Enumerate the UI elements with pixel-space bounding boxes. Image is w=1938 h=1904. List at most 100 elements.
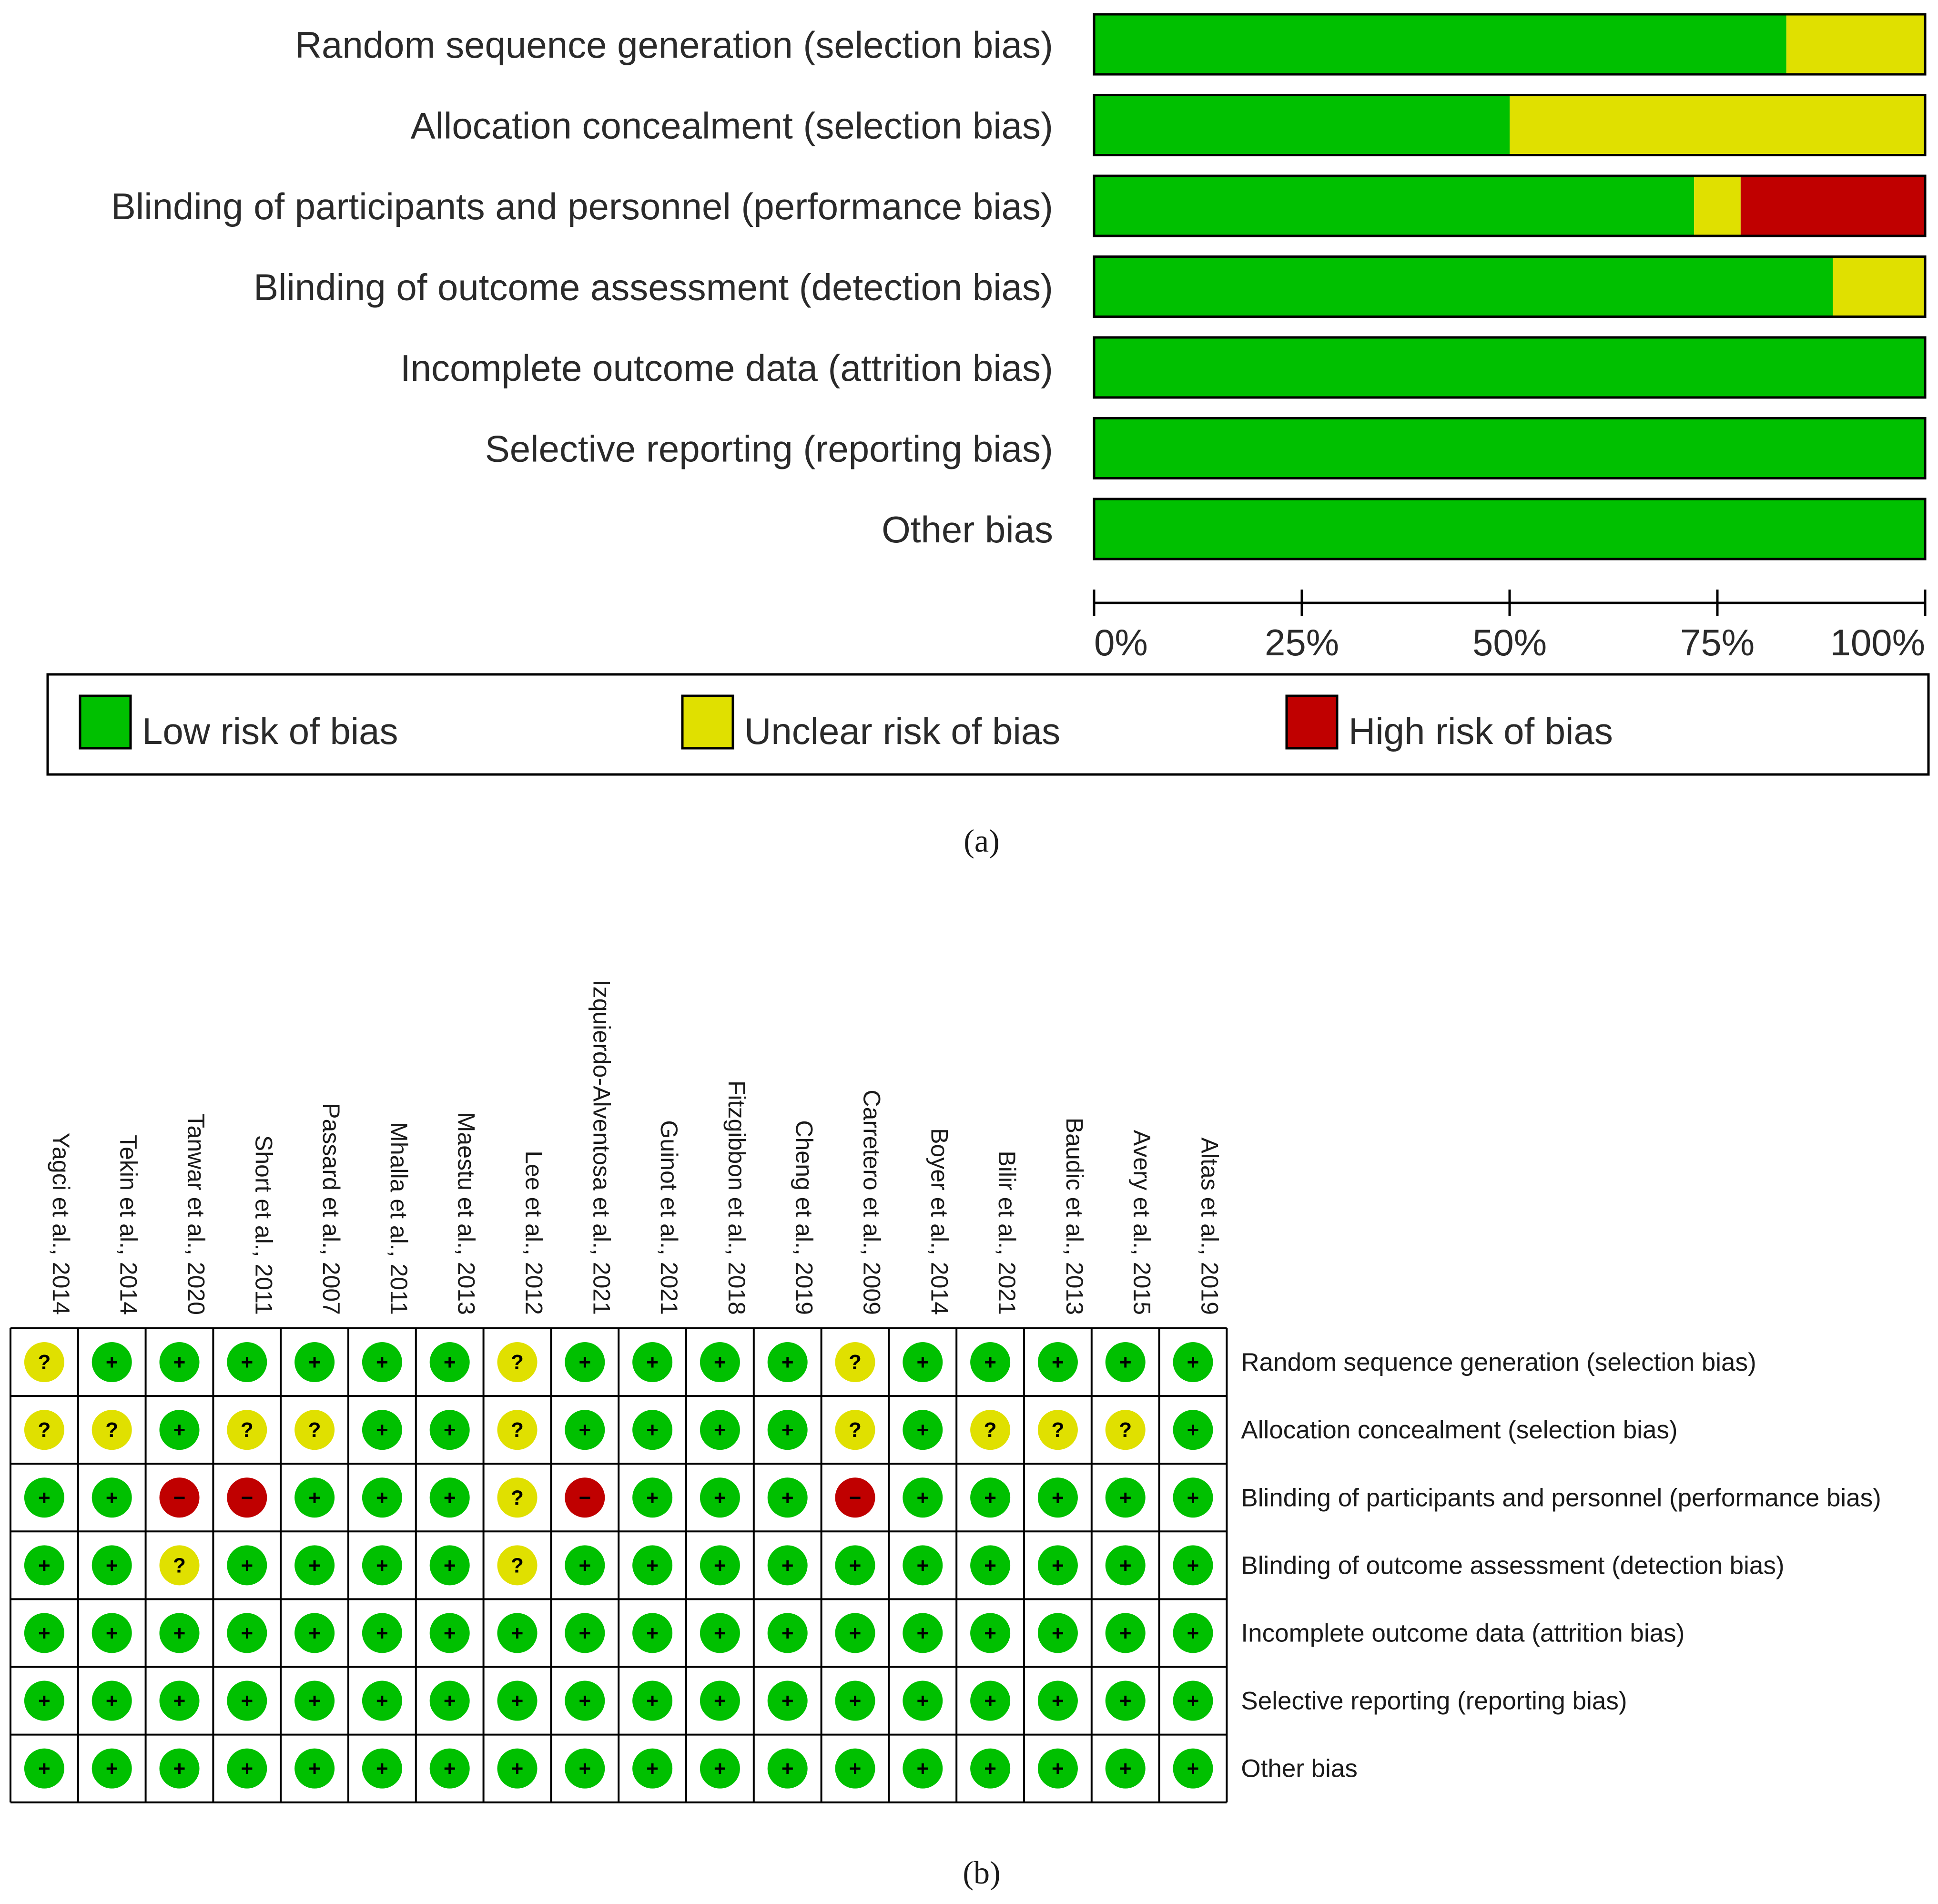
rating-symbol: ? bbox=[308, 1418, 321, 1442]
rating-symbol: + bbox=[1187, 1486, 1199, 1509]
rating-symbol: + bbox=[1052, 1351, 1064, 1374]
rating-symbol: + bbox=[916, 1690, 929, 1713]
study-label: Short et al., 2011 bbox=[250, 1135, 277, 1315]
rating-circle bbox=[294, 1748, 335, 1789]
rating-symbol: + bbox=[781, 1554, 794, 1577]
study-label: Bilir et al., 2021 bbox=[994, 1151, 1020, 1315]
rating-symbol: + bbox=[781, 1418, 794, 1442]
rating-circle bbox=[227, 1613, 267, 1653]
rating-circle bbox=[700, 1613, 740, 1653]
bar-segment bbox=[1510, 95, 1925, 155]
domain-label: Other bias bbox=[1241, 1755, 1358, 1783]
rating-circle bbox=[1037, 1477, 1078, 1518]
rating-circle bbox=[1105, 1410, 1146, 1450]
rating-symbol: ? bbox=[173, 1554, 186, 1577]
rating-symbol: + bbox=[714, 1621, 726, 1645]
rating-circle bbox=[1105, 1748, 1146, 1789]
rating-circle bbox=[903, 1477, 943, 1518]
rating-circle bbox=[1173, 1545, 1213, 1586]
rating-symbol: + bbox=[241, 1554, 253, 1577]
rating-symbol: + bbox=[308, 1690, 321, 1713]
rating-symbol: + bbox=[849, 1554, 862, 1577]
rating-circle bbox=[903, 1410, 943, 1450]
rating-symbol: + bbox=[1119, 1757, 1132, 1781]
rating-symbol: + bbox=[1052, 1621, 1064, 1645]
rating-circle bbox=[429, 1680, 470, 1721]
rating-symbol: + bbox=[781, 1486, 794, 1509]
rating-circle bbox=[835, 1680, 875, 1721]
rating-symbol: + bbox=[308, 1486, 321, 1509]
rating-symbol: + bbox=[241, 1690, 253, 1713]
rating-circle bbox=[227, 1748, 267, 1789]
bar-outline bbox=[1093, 498, 1927, 560]
rating-symbol: + bbox=[646, 1486, 659, 1509]
study-label: Boyer et al., 2014 bbox=[926, 1128, 953, 1315]
rating-symbol: + bbox=[173, 1351, 186, 1374]
rating-symbol: + bbox=[376, 1418, 388, 1442]
rating-symbol: + bbox=[781, 1351, 794, 1374]
rating-circle bbox=[362, 1545, 402, 1586]
rating-circle bbox=[632, 1410, 673, 1450]
rating-circle bbox=[227, 1342, 267, 1383]
legend-swatch bbox=[1285, 694, 1339, 750]
rating-circle bbox=[767, 1477, 808, 1518]
rating-symbol: + bbox=[1052, 1757, 1064, 1781]
study-label: Avery et al., 2015 bbox=[1129, 1130, 1156, 1315]
rating-circle bbox=[903, 1680, 943, 1721]
rating-circle bbox=[903, 1613, 943, 1653]
rating-circle bbox=[429, 1545, 470, 1586]
rating-symbol: + bbox=[646, 1690, 659, 1713]
rating-circle bbox=[227, 1410, 267, 1450]
rating-circle bbox=[632, 1342, 673, 1383]
rating-symbol: + bbox=[916, 1757, 929, 1781]
rating-circle bbox=[497, 1613, 538, 1653]
bar-segment bbox=[1694, 176, 1741, 236]
category-label: Blinding of outcome assessment (detectio… bbox=[254, 266, 1053, 308]
bar-outline bbox=[1093, 174, 1927, 237]
category-label: Incomplete outcome data (attrition bias) bbox=[400, 347, 1053, 389]
rating-symbol: + bbox=[714, 1554, 726, 1577]
rating-symbol: + bbox=[38, 1486, 51, 1509]
study-label: Carretero et al., 2009 bbox=[859, 1090, 885, 1315]
bar-segment bbox=[1740, 176, 1925, 236]
domain-label: Random sequence generation (selection bi… bbox=[1241, 1348, 1756, 1376]
rating-circle bbox=[159, 1613, 200, 1653]
legend-box bbox=[46, 673, 1930, 776]
rating-symbol: + bbox=[106, 1690, 118, 1713]
category-label: Other bias bbox=[882, 509, 1053, 550]
rating-circle bbox=[565, 1410, 605, 1450]
rating-circle bbox=[24, 1410, 64, 1450]
rating-circle bbox=[565, 1477, 605, 1518]
rating-symbol: + bbox=[444, 1351, 456, 1374]
rating-symbol: + bbox=[578, 1757, 591, 1781]
study-label: Yagci et al., 2014 bbox=[48, 1132, 74, 1315]
rating-circle bbox=[970, 1680, 1011, 1721]
bar-segment bbox=[1094, 256, 1833, 317]
rating-circle bbox=[362, 1613, 402, 1653]
rating-circle bbox=[294, 1545, 335, 1586]
rating-circle bbox=[767, 1680, 808, 1721]
x-tick-label: 75% bbox=[1680, 621, 1755, 663]
x-tick-label: 0% bbox=[1094, 621, 1148, 663]
rating-circle bbox=[970, 1342, 1011, 1383]
rating-circle bbox=[700, 1748, 740, 1789]
rating-symbol: + bbox=[308, 1757, 321, 1781]
bar-outline bbox=[1093, 417, 1927, 479]
rating-circle bbox=[24, 1477, 64, 1518]
rating-symbol: + bbox=[916, 1351, 929, 1374]
rating-symbol: + bbox=[511, 1690, 524, 1713]
rating-circle bbox=[1173, 1477, 1213, 1518]
rating-circle bbox=[429, 1748, 470, 1789]
rating-circle bbox=[24, 1342, 64, 1383]
rating-symbol: ? bbox=[511, 1418, 524, 1442]
rating-symbol: + bbox=[916, 1621, 929, 1645]
rating-circle bbox=[1037, 1748, 1078, 1789]
rating-symbol: − bbox=[849, 1486, 862, 1509]
rating-circle bbox=[24, 1613, 64, 1653]
category-label: Blinding of participants and personnel (… bbox=[111, 185, 1053, 227]
rating-circle bbox=[497, 1342, 538, 1383]
study-label: Izquierdo-Alventosa et al., 2021 bbox=[588, 980, 615, 1315]
rating-circle bbox=[429, 1477, 470, 1518]
rating-circle bbox=[632, 1613, 673, 1653]
rating-circle bbox=[700, 1680, 740, 1721]
